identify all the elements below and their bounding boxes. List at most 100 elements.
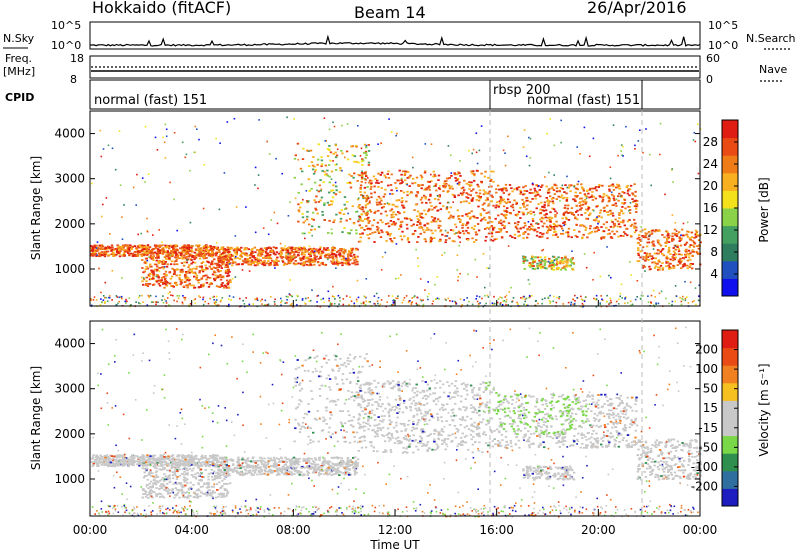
data-cell xyxy=(483,175,487,178)
noise-cell xyxy=(267,260,269,262)
noise-cell xyxy=(359,155,362,157)
data-cell xyxy=(204,250,207,252)
data-cell xyxy=(156,457,159,460)
header-date: 26/Apr/2016 xyxy=(587,0,687,17)
data-cell xyxy=(534,228,537,231)
data-cell xyxy=(175,483,178,485)
data-cell xyxy=(615,230,619,233)
data-cell xyxy=(443,182,446,185)
data-cell xyxy=(550,266,554,269)
data-cell xyxy=(281,260,285,263)
noise-cell xyxy=(389,193,391,195)
noise-cell xyxy=(694,140,697,143)
noise-cell xyxy=(334,181,337,184)
data-cell xyxy=(359,236,362,239)
data-cell xyxy=(207,285,211,288)
data-cell xyxy=(356,255,359,258)
data-cell xyxy=(144,260,147,263)
data-cell xyxy=(402,206,405,209)
data-cell xyxy=(453,173,457,176)
data-cell xyxy=(339,262,342,265)
data-cell xyxy=(209,460,212,463)
data-cell xyxy=(227,274,231,277)
data-cell xyxy=(396,205,399,208)
data-cell xyxy=(173,272,176,275)
data-cell xyxy=(149,458,152,460)
data-cell xyxy=(175,260,178,262)
data-cell xyxy=(165,255,168,257)
data-cell xyxy=(335,213,338,216)
data-cell xyxy=(682,257,685,260)
data-cell xyxy=(495,188,498,191)
data-cell xyxy=(208,465,211,468)
data-cell xyxy=(192,255,195,257)
data-cell xyxy=(379,236,383,238)
data-cell xyxy=(502,214,506,217)
data-cell xyxy=(466,215,469,218)
data-cell xyxy=(594,227,598,229)
data-cell xyxy=(340,258,343,261)
data-cell xyxy=(436,218,440,221)
data-cell xyxy=(389,220,393,222)
data-cell xyxy=(606,233,610,235)
noise-cell xyxy=(169,254,172,256)
data-cell xyxy=(134,455,137,457)
data-cell xyxy=(500,236,504,238)
data-cell xyxy=(190,259,193,261)
data-cell xyxy=(101,245,104,248)
data-cell xyxy=(645,258,648,261)
noise-cell xyxy=(588,188,591,191)
data-cell xyxy=(635,208,638,210)
noise-cell xyxy=(451,300,454,303)
data-cell xyxy=(539,208,542,211)
data-cell xyxy=(345,219,348,222)
noise-cell xyxy=(342,303,345,306)
data-cell xyxy=(513,233,517,236)
noise-cell xyxy=(199,296,201,299)
data-cell xyxy=(295,247,298,249)
noise-cell xyxy=(365,179,367,181)
data-cell xyxy=(206,252,210,255)
data-cell xyxy=(634,190,637,193)
data-cell xyxy=(190,250,194,253)
noise-cell xyxy=(691,301,694,303)
data-cell xyxy=(684,256,687,259)
data-cell xyxy=(159,458,162,460)
noise-cell xyxy=(259,300,262,302)
data-cell xyxy=(478,196,481,199)
data-cell xyxy=(390,173,393,176)
data-cell xyxy=(569,264,572,267)
data-cell xyxy=(214,277,217,280)
noise-cell xyxy=(213,295,215,298)
data-cell xyxy=(482,193,486,196)
data-cell xyxy=(612,197,616,200)
noise-cell xyxy=(581,302,584,305)
data-cell xyxy=(298,210,301,213)
noise-cell xyxy=(188,304,190,307)
data-cell xyxy=(558,190,561,193)
data-cell xyxy=(166,250,169,252)
data-cell xyxy=(386,173,389,175)
data-cell xyxy=(118,462,121,465)
data-cell xyxy=(410,191,413,194)
data-cell xyxy=(416,192,420,194)
noise-cell xyxy=(181,302,184,305)
data-cell xyxy=(302,221,305,224)
data-cell xyxy=(323,219,326,221)
data-cell xyxy=(169,244,172,247)
data-cell xyxy=(189,455,193,458)
data-cell xyxy=(593,187,597,190)
data-cell xyxy=(445,180,448,182)
data-cell xyxy=(141,280,144,283)
noise-cell xyxy=(206,257,208,259)
data-cell xyxy=(185,272,188,274)
data-cell xyxy=(190,284,193,287)
data-cell xyxy=(224,272,228,274)
data-cell xyxy=(360,160,364,163)
noise-cell xyxy=(636,280,639,282)
noise-cell xyxy=(395,243,398,245)
data-cell xyxy=(457,215,460,218)
noise-cell xyxy=(185,153,188,156)
noise-cell xyxy=(502,149,505,152)
